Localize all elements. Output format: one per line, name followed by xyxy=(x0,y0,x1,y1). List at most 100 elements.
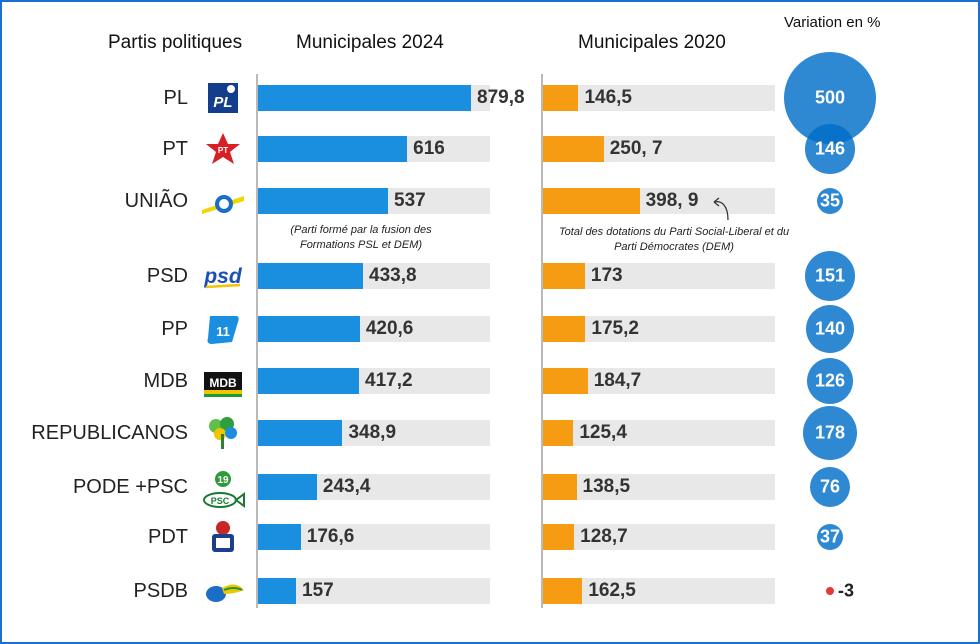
bar-2024-uniao xyxy=(258,188,388,214)
svg-text:PT: PT xyxy=(218,146,228,155)
pode-psc-logo-icon: 19 PSC xyxy=(200,470,246,508)
value-2020-republicanos: 125,4 xyxy=(579,422,627,443)
row-pt: PT PT 616 250, 7 xyxy=(0,130,980,170)
value-2020-psd: 173 xyxy=(590,265,623,286)
value-2020-pdt: 128,7 xyxy=(580,526,628,547)
bar-2024-pode-psc xyxy=(258,474,317,500)
header-2020: Municipales 2020 xyxy=(578,32,726,53)
bubble-variation-pp xyxy=(805,304,855,354)
party-name-uniao: UNIÃO xyxy=(124,190,188,212)
row-uniao: UNIÃO 537 398, 9 xyxy=(0,182,980,222)
svg-text:11: 11 xyxy=(216,324,230,339)
value-2024-pl: 879,8 xyxy=(477,87,525,108)
value-2020-pp: 175,2 xyxy=(591,318,639,339)
row-pp: PP 11 420,6 175,2 xyxy=(0,310,980,350)
bar-2020-psdb xyxy=(543,578,583,604)
track-2024-psdb xyxy=(258,578,490,604)
header-2024: Municipales 2024 xyxy=(296,32,444,53)
bar-2024-pt xyxy=(258,136,408,162)
party-name-pt: PT xyxy=(162,138,188,160)
track-2020-republicanos xyxy=(543,420,775,446)
track-2020-pode-psc xyxy=(543,474,775,500)
bubble-variation-pdt xyxy=(817,524,843,550)
mdb-logo-icon: MDB xyxy=(200,364,246,398)
bubble-variation-psd xyxy=(804,250,856,302)
value-2020-psdb: 162,5 xyxy=(588,580,636,601)
bubble-variation-psdb xyxy=(826,587,834,595)
republicanos-tree-icon xyxy=(200,416,246,450)
value-2024-uniao: 537 xyxy=(394,190,426,211)
party-name-pode-psc: PODE +PSC xyxy=(72,476,188,498)
note-arrow-icon xyxy=(713,197,729,221)
track-2020-pl xyxy=(543,85,775,111)
party-name-pp: PP xyxy=(161,318,188,340)
pp-logo-icon: 11 xyxy=(200,312,246,346)
value-2020-mdb: 184,7 xyxy=(593,370,642,391)
value-2024-pp: 420,6 xyxy=(365,318,414,339)
variation-value-uniao: 35 xyxy=(819,190,841,211)
bar-2024-mdb xyxy=(258,368,359,394)
value-2024-pdt: 176,6 xyxy=(306,526,355,547)
header-parties: Partis politiques xyxy=(108,32,243,53)
variation-value-pdt: 37 xyxy=(819,526,841,547)
value-2024-mdb: 417,2 xyxy=(365,370,413,391)
bubble-variation-uniao xyxy=(817,188,843,214)
variation-value-pp: 140 xyxy=(814,318,846,339)
variation-value-mdb: 126 xyxy=(814,370,846,391)
party-name-psdb: PSDB xyxy=(133,580,188,602)
axis-line-2020 xyxy=(541,74,543,608)
variation-value-republicanos: 178 xyxy=(814,422,846,443)
variation-value-pt: 146 xyxy=(814,138,846,159)
bar-2020-psd xyxy=(543,263,585,289)
bar-2020-pode-psc xyxy=(543,474,577,500)
party-name-mdb: MDB xyxy=(143,370,188,392)
value-2020-pode-psc: 138,5 xyxy=(582,476,631,497)
bar-2024-pp xyxy=(258,316,360,342)
pl-logo-icon: PL xyxy=(200,81,246,115)
row-pl: PL PL 879,8 146,5 xyxy=(0,79,980,119)
row-psdb: PSDB 157 162,5 xyxy=(0,572,980,612)
bar-2020-pdt xyxy=(543,524,575,550)
value-2024-pt: 616 xyxy=(413,138,445,159)
bubble-variation-republicanos xyxy=(802,405,858,461)
header-variation: Variation en % xyxy=(784,14,881,31)
bar-2020-pl xyxy=(543,85,579,111)
pt-star-icon: PT xyxy=(200,132,246,166)
bar-2024-pl xyxy=(258,85,471,111)
bar-2024-pdt xyxy=(258,524,301,550)
bar-2024-republicanos xyxy=(258,420,343,446)
svg-text:PL: PL xyxy=(213,94,232,111)
axis-line-2024 xyxy=(256,74,258,608)
value-2024-psdb: 157 xyxy=(302,580,334,601)
variation-value-psd: 151 xyxy=(814,265,846,286)
psd-logo-icon: psd xyxy=(200,259,246,293)
note-uniao-2024: (Parti formé par la fusion des Formation… xyxy=(290,224,432,251)
bar-2020-uniao xyxy=(543,188,640,214)
bar-2024-psd xyxy=(258,263,364,289)
svg-text:PSC: PSC xyxy=(211,496,230,506)
variation-value-pl: 500 xyxy=(814,87,846,108)
row-pode-psc: PODE +PSC 19 PSC 243,4 138,5 xyxy=(0,468,980,508)
note-uniao-2020: Total des dotations du Parti Social-Libe… xyxy=(558,226,790,253)
value-2024-pode-psc: 243,4 xyxy=(322,476,371,497)
svg-text:psd: psd xyxy=(203,265,243,288)
party-name-pl: PL xyxy=(163,87,188,109)
bubble-variation-pt xyxy=(805,124,855,174)
variation-value-pode-psc: 76 xyxy=(819,476,841,497)
uniao-logo-icon xyxy=(200,184,246,218)
variation-value-psdb: -3 xyxy=(838,580,855,601)
row-pdt: PDT 176,6 128,7 xyxy=(0,518,980,558)
pdt-logo-icon xyxy=(200,520,246,554)
value-2020-pl: 146,5 xyxy=(584,87,632,108)
bar-2020-pt xyxy=(543,136,604,162)
psdb-toucan-icon xyxy=(200,574,246,608)
value-2020-pt: 250, 7 xyxy=(609,138,663,159)
value-2024-republicanos: 348,9 xyxy=(348,422,397,443)
bar-2024-psdb xyxy=(258,578,296,604)
row-psd: PSD psd 433,8 173 xyxy=(0,257,980,297)
value-2020-uniao: 398, 9 xyxy=(645,190,699,211)
svg-text:19: 19 xyxy=(217,475,229,486)
bubble-variation-pode-psc xyxy=(810,467,850,507)
svg-text:MDB: MDB xyxy=(209,376,237,390)
